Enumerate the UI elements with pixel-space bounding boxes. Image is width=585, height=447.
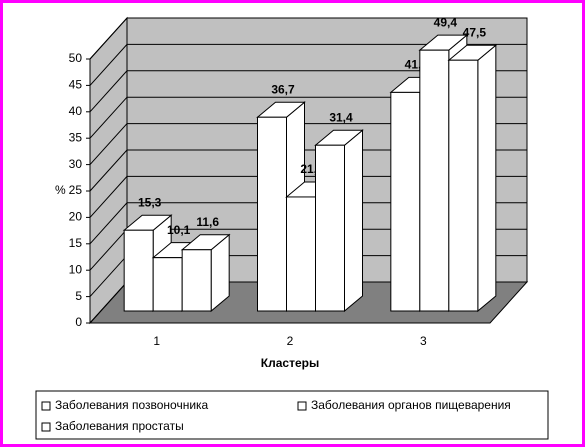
y-tick-label: 15 bbox=[69, 236, 83, 250]
value-label: 11,6 bbox=[196, 215, 219, 229]
y-axis-label: % bbox=[55, 183, 66, 197]
y-tick-label: 40 bbox=[69, 104, 83, 118]
legend-label: Заболевания позвоночника bbox=[55, 398, 209, 412]
legend-label: Заболевания органов пищеварения bbox=[311, 398, 511, 412]
bar-side bbox=[344, 129, 363, 313]
bar bbox=[315, 144, 345, 312]
bar bbox=[123, 229, 154, 312]
y-tick-label: 10 bbox=[69, 262, 83, 276]
bar-side bbox=[477, 44, 497, 313]
value-label: 10,1 bbox=[167, 223, 191, 237]
legend-swatch bbox=[297, 401, 307, 411]
grid-line bbox=[89, 70, 527, 113]
value-label: 47,5 bbox=[463, 25, 487, 39]
y-tick-label: 50 bbox=[69, 51, 83, 65]
grid-line bbox=[89, 43, 527, 86]
y-tick-label: 35 bbox=[69, 130, 83, 144]
grid-line bbox=[89, 17, 527, 60]
bar bbox=[448, 59, 479, 312]
bar bbox=[257, 116, 287, 312]
x-tick-label: 2 bbox=[287, 334, 294, 348]
y-tick-label: 30 bbox=[69, 157, 83, 171]
y-tick-label: 45 bbox=[69, 78, 83, 92]
value-label: 36,7 bbox=[271, 82, 295, 96]
legend-label: Заболевания простаты bbox=[55, 419, 184, 433]
y-tick-label: 0 bbox=[75, 315, 82, 329]
legend bbox=[35, 390, 549, 440]
value-label: 49,4 bbox=[434, 15, 458, 29]
y-tick-label: 20 bbox=[69, 210, 83, 224]
x-tick-label: 1 bbox=[153, 334, 160, 348]
legend-swatch bbox=[41, 401, 51, 411]
bar bbox=[181, 249, 212, 312]
bar bbox=[286, 196, 316, 312]
x-tick-label: 3 bbox=[420, 334, 427, 348]
bar bbox=[419, 49, 450, 312]
y-tick-label: 25 bbox=[69, 183, 83, 197]
bar bbox=[152, 257, 183, 312]
value-label: 15,3 bbox=[138, 195, 162, 209]
bar bbox=[390, 91, 421, 312]
x-axis-label: Кластеры bbox=[261, 356, 319, 370]
legend-swatch bbox=[41, 422, 51, 432]
y-tick-label: 5 bbox=[75, 289, 82, 303]
value-label: 31,4 bbox=[329, 110, 353, 124]
